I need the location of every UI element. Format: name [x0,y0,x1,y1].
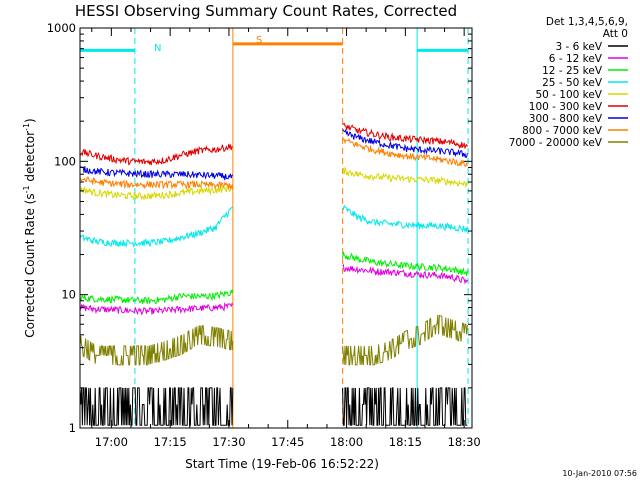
series-line-0-seg-0 [79,387,234,426]
y-tick-label-2: 100 [54,154,76,168]
legend-label-2: 12 - 25 keV [542,65,603,77]
series-line-2-seg-0 [79,289,234,305]
annotation-n: N [154,43,161,54]
series-line-4-seg-0 [79,184,233,201]
series-line-0-seg-1 [342,387,468,426]
y-axis-label: Corrected Count Rate (s-1 detector-1) [22,118,37,337]
series-line-4-seg-1 [342,166,468,188]
timestamp: 10-Jan-2010 07:56 [562,469,637,478]
y-tick-label-0: 1 [69,421,76,435]
x-tick-label-2: 17:30 [212,435,245,449]
series-line-6-seg-1 [342,128,468,159]
legend-label-5: 100 - 300 keV [529,101,603,113]
series-line-7-seg-1 [342,136,468,168]
series-line-1-seg-1 [342,263,468,285]
x-tick-label-4: 18:00 [330,435,363,449]
series-line-3-seg-0 [79,206,233,248]
x-tick-label-6: 18:30 [448,435,481,449]
x-tick-label-5: 18:15 [389,435,422,449]
series-line-8-seg-1 [342,314,468,366]
plot-frame [79,27,473,429]
axis-ticks: 1 10 100 1000 17:00 17:15 17:30 17:45 18:00 18:15… [47,21,481,449]
series-line-8-seg-0 [79,325,234,366]
legend-label-7: 800 - 7000 keV [522,125,603,137]
legend-label-6: 300 - 800 keV [529,113,603,125]
legend-label-1: 6 - 12 keV [549,53,603,65]
x-tick-label-0: 17:00 [95,435,128,449]
series-line-1-seg-0 [79,301,234,316]
legend-label-8: 7000 - 20000 keV [509,137,603,149]
y-tick-label-1: 10 [61,288,76,302]
series-line-3-seg-1 [342,204,468,234]
chart-title: HESSI Observing Summary Count Rates, Cor… [75,2,457,20]
plot-area [79,28,469,428]
series-line-2-seg-1 [342,251,468,276]
x-tick-label-3: 17:45 [271,435,304,449]
x-axis-label: Start Time (19-Feb-06 16:52:22) [185,457,379,471]
series-line-6-seg-0 [79,166,233,181]
series-line-5-seg-1 [342,122,468,150]
legend-header-1: Det 1,3,4,5,6,9, [546,16,628,28]
legend-label-0: 3 - 6 keV [555,41,602,53]
legend-label-3: 25 - 50 keV [542,77,603,89]
legend-header-2: Att 0 [603,28,628,40]
legend-label-4: 50 - 100 keV [535,89,602,101]
series-line-7-seg-0 [79,176,234,191]
annotation-s: S [256,35,262,46]
y-tick-label-3: 1000 [47,21,76,35]
series-line-5-seg-0 [79,143,233,166]
x-tick-label-1: 17:15 [154,435,187,449]
